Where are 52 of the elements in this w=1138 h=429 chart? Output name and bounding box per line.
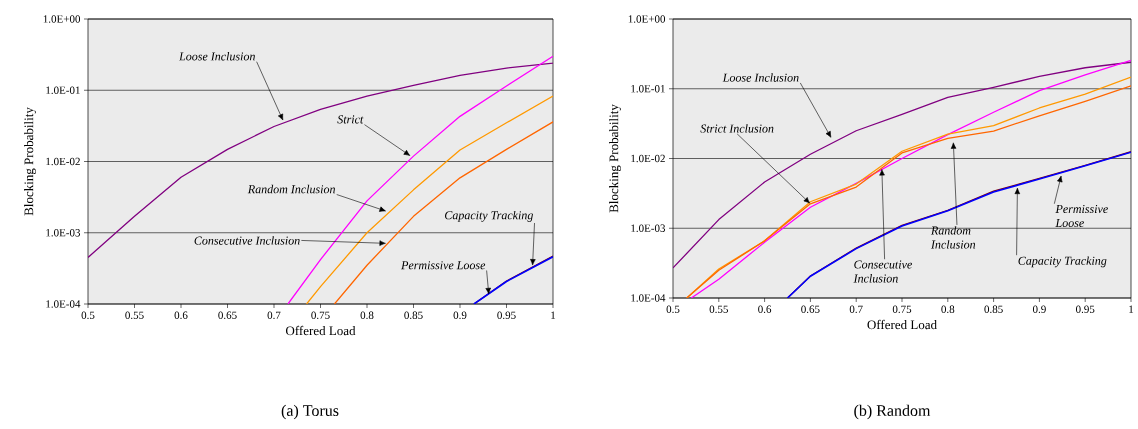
y-tick-label: 1.0E+00 [628, 15, 666, 23]
y-tick-label: 1.0E+00 [43, 15, 81, 23]
annotation: Loose Inclusion [178, 52, 255, 61]
annotation: Loose Inclusion [722, 73, 799, 82]
text: (b) Random [854, 404, 931, 420]
annotation: Strict [337, 115, 364, 124]
annotation: Strict Inclusion [700, 124, 774, 133]
annotation: Random Inclusion [930, 226, 976, 249]
y-tick-label: 1.0E-04 [631, 294, 666, 302]
x-tick-label: 0.8 [941, 305, 955, 313]
annotation: Permissive Loose [1055, 204, 1108, 227]
y-tick-label: 1.0E-01 [46, 86, 80, 94]
x-tick-label: 0.9 [1032, 305, 1046, 313]
x-tick-label: 0.75 [892, 305, 912, 313]
x-tick-label: 0.6 [758, 305, 772, 313]
x-tick-label: 0.55 [125, 311, 144, 319]
x-tick-label: 0.5 [81, 311, 95, 319]
x-tick-label: 0.65 [801, 305, 820, 313]
line-series [88, 62, 553, 259]
x-tick-label: 0.95 [497, 311, 516, 319]
y-tick-label: 1.0E-03 [631, 224, 666, 232]
x-tick-label: 0.5 [666, 305, 680, 313]
x-tick-label: 0.85 [404, 311, 423, 319]
line-series [673, 61, 1131, 269]
x-tick-label: 0.6 [174, 311, 188, 319]
annotation: Capacity Tracking [445, 210, 533, 222]
x-tick-label: 0.95 [1076, 305, 1095, 313]
x-tick-label: 1 [1129, 305, 1134, 313]
annotation: Capacity Tracking [1018, 256, 1107, 268]
y-axis-title: Blocking Probability [609, 104, 621, 213]
y-tick-label: 1.0E-02 [46, 157, 80, 166]
annotation: Consecutive Inclusion [853, 260, 912, 283]
y-tick-label: 1.0E-03 [46, 229, 81, 237]
y-tick-label: 1.0E-04 [46, 300, 81, 308]
x-tick-label: 0.55 [709, 305, 728, 313]
x-axis-title: Offered Load [285, 325, 356, 336]
x-tick-label: 0.75 [311, 311, 330, 319]
x-tick-label: 1 [551, 311, 556, 319]
annotation: Random Inclusion [247, 184, 336, 194]
x-tick-label: 0.65 [218, 311, 237, 319]
text: (a) Torus [281, 404, 339, 420]
x-tick-label: 0.7 [849, 305, 863, 313]
x-tick-label: 0.8 [360, 311, 374, 319]
x-tick-label: 0.9 [453, 311, 467, 319]
annotation: Consecutive Inclusion [194, 236, 300, 245]
annotation: Permissive Loose [401, 261, 486, 270]
y-tick-label: 1.0E-02 [631, 154, 665, 163]
x-axis-title: Offered Load [867, 319, 937, 330]
y-axis-title: Blocking Probability [24, 107, 36, 216]
x-tick-label: 0.7 [267, 311, 281, 319]
y-tick-label: 1.0E-01 [631, 85, 665, 93]
x-tick-label: 0.85 [984, 305, 1003, 313]
